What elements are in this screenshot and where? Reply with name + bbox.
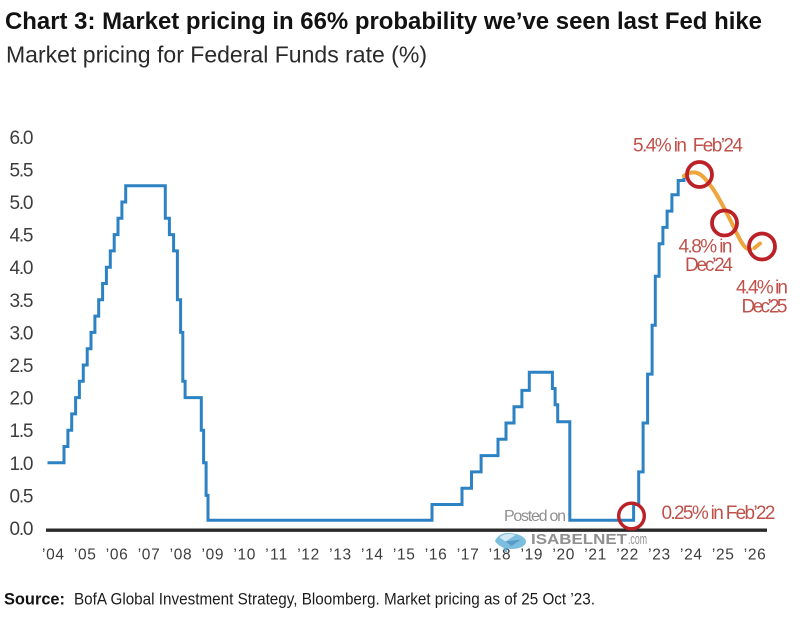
svg-text:’06: ’06 bbox=[106, 547, 128, 564]
svg-text:2.5: 2.5 bbox=[10, 356, 34, 377]
svg-text:’18: ’18 bbox=[489, 547, 511, 564]
svg-text:’24: ’24 bbox=[680, 547, 702, 564]
svg-text:’22: ’22 bbox=[616, 547, 638, 564]
svg-text:5.0: 5.0 bbox=[10, 193, 34, 214]
svg-text:’25: ’25 bbox=[712, 547, 734, 564]
svg-text:’13: ’13 bbox=[329, 547, 351, 564]
svg-text:0.25% in Feb’22: 0.25% in Feb’22 bbox=[662, 503, 776, 524]
svg-text:5.5: 5.5 bbox=[10, 160, 34, 181]
svg-text:’10: ’10 bbox=[233, 547, 255, 564]
svg-text:’21: ’21 bbox=[584, 547, 606, 564]
svg-text:’12: ’12 bbox=[297, 547, 319, 564]
svg-text:’11: ’11 bbox=[265, 547, 287, 564]
svg-text:’16: ’16 bbox=[425, 547, 447, 564]
svg-text:3.0: 3.0 bbox=[10, 323, 34, 344]
svg-text:ISABELNET: ISABELNET bbox=[531, 531, 627, 548]
svg-text:0.0: 0.0 bbox=[10, 519, 34, 540]
svg-text:BofA Global Investment Strateg: BofA Global Investment Strategy, Bloombe… bbox=[74, 591, 595, 609]
svg-text:’05: ’05 bbox=[74, 547, 96, 564]
svg-text:6.0: 6.0 bbox=[10, 128, 34, 149]
svg-text:4.8% in: 4.8% in bbox=[679, 237, 733, 258]
svg-text:Posted on: Posted on bbox=[504, 508, 566, 525]
svg-text:.com: .com bbox=[628, 531, 647, 548]
svg-text:’20: ’20 bbox=[552, 547, 574, 564]
svg-text:’15: ’15 bbox=[393, 547, 415, 564]
svg-text:4.4% in: 4.4% in bbox=[736, 278, 788, 299]
svg-text:1.0: 1.0 bbox=[10, 454, 34, 475]
svg-text:1.5: 1.5 bbox=[10, 421, 34, 442]
svg-text:’04: ’04 bbox=[42, 547, 64, 564]
svg-text:4.5: 4.5 bbox=[10, 226, 34, 247]
svg-text:’09: ’09 bbox=[202, 547, 224, 564]
svg-text:’26: ’26 bbox=[744, 547, 766, 564]
svg-text:Source:: Source: bbox=[4, 591, 65, 609]
svg-text:’19: ’19 bbox=[521, 547, 543, 564]
svg-text:’08: ’08 bbox=[170, 547, 192, 564]
svg-text:0.5: 0.5 bbox=[10, 486, 34, 507]
svg-text:5.4% in Feb’24: 5.4% in Feb’24 bbox=[633, 136, 743, 157]
svg-text:’07: ’07 bbox=[138, 547, 160, 564]
svg-text:Market pricing for Federal Fun: Market pricing for Federal Funds rate (%… bbox=[6, 42, 427, 68]
svg-text:’23: ’23 bbox=[648, 547, 670, 564]
svg-text:’14: ’14 bbox=[361, 547, 383, 564]
svg-text:4.0: 4.0 bbox=[10, 258, 34, 279]
svg-text:Chart 3: Market pricing in 66%: Chart 3: Market pricing in 66% probabili… bbox=[5, 8, 762, 35]
svg-text:3.5: 3.5 bbox=[10, 291, 34, 312]
svg-text:Dec’25: Dec’25 bbox=[742, 297, 788, 318]
svg-text:Dec’24: Dec’24 bbox=[685, 255, 733, 276]
svg-text:’17: ’17 bbox=[457, 547, 479, 564]
svg-text:2.0: 2.0 bbox=[10, 389, 34, 410]
